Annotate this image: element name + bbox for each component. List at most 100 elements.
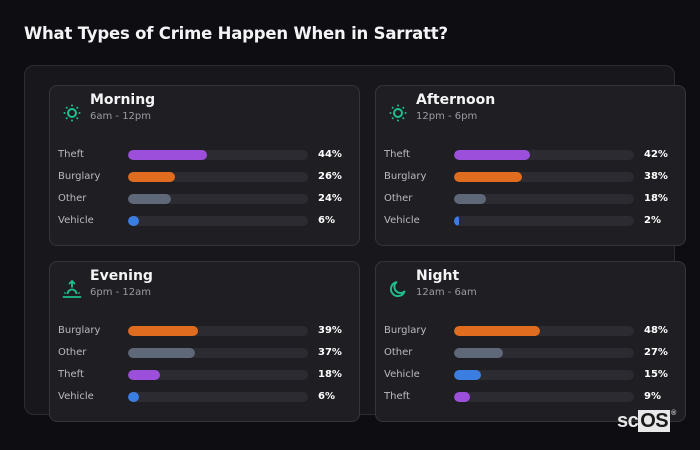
bar-fill (454, 194, 487, 204)
bar-row: Theft 44% (58, 148, 358, 162)
bar-value: 6% (318, 215, 335, 226)
bar-label: Burglary (58, 325, 101, 336)
bar-label: Other (58, 193, 87, 204)
bar-track (128, 150, 308, 160)
bar-value: 18% (644, 193, 668, 204)
sun-icon (63, 104, 81, 122)
bar-track (128, 326, 308, 336)
bar-fill (454, 172, 523, 182)
sun-icon (389, 104, 407, 122)
bar-row: Other 24% (58, 192, 358, 206)
bar-label: Vehicle (58, 215, 94, 226)
bar-track (128, 172, 308, 182)
bar-row: Other 27% (384, 346, 684, 360)
bar-label: Theft (58, 149, 84, 160)
bar-label: Other (384, 347, 413, 358)
bar-track (454, 150, 634, 160)
bar-fill (128, 150, 208, 160)
bar-track (454, 172, 634, 182)
bar-row: Other 37% (58, 346, 358, 360)
bar-label: Vehicle (58, 391, 94, 402)
bar-row: Theft 18% (58, 368, 358, 382)
bar-value: 15% (644, 369, 668, 380)
card-title: Afternoon (416, 92, 496, 108)
bar-track (454, 370, 634, 380)
bar-track (128, 348, 308, 358)
bar-row: Burglary 26% (58, 170, 358, 184)
bar-value: 38% (644, 171, 668, 182)
bar-track (128, 392, 308, 402)
bar-fill (454, 348, 503, 358)
bar-track (128, 194, 308, 204)
bar-track (454, 326, 634, 336)
card-title: Night (416, 268, 460, 284)
bar-fill (128, 194, 172, 204)
bar-track (454, 216, 634, 226)
bar-track (128, 216, 308, 226)
bar-fill (128, 326, 199, 336)
bar-fill (128, 392, 139, 402)
bar-fill (128, 348, 195, 358)
logo-sc: sc (617, 410, 639, 432)
card-time-range: 6pm - 12am (90, 287, 152, 298)
bar-row: Vehicle 15% (384, 368, 684, 382)
bar-value: 9% (644, 391, 661, 402)
bar-row: Vehicle 6% (58, 214, 358, 228)
bar-label: Vehicle (384, 369, 420, 380)
bar-row: Vehicle 6% (58, 390, 358, 404)
bar-value: 24% (318, 193, 342, 204)
bar-track (454, 348, 634, 358)
bar-value: 37% (318, 347, 342, 358)
card-title: Morning (90, 92, 156, 108)
bar-row: Burglary 38% (384, 170, 684, 184)
bar-track (454, 392, 634, 402)
bar-value: 2% (644, 215, 661, 226)
scos-logo: sc OS ® (617, 410, 676, 433)
moon-icon (390, 281, 406, 297)
bar-row: Theft 42% (384, 148, 684, 162)
card-night: Night 12am - 6am Burglary 48% Other 27% … (375, 261, 686, 422)
card-morning: Morning 6am - 12pm Theft 44% Burglary 26… (49, 85, 360, 246)
card-afternoon: Afternoon 12pm - 6pm Theft 42% Burglary … (375, 85, 686, 246)
page-title: What Types of Crime Happen When in Sarra… (24, 24, 448, 43)
bar-row: Burglary 48% (384, 324, 684, 338)
bar-value: 18% (318, 369, 342, 380)
sunset-icon (62, 280, 82, 298)
bar-fill (128, 370, 161, 380)
bar-label: Burglary (58, 171, 101, 182)
bar-fill (454, 150, 530, 160)
bar-label: Vehicle (384, 215, 420, 226)
bar-label: Theft (384, 149, 410, 160)
bar-track (454, 194, 634, 204)
card-time-range: 6am - 12pm (90, 111, 152, 122)
bar-value: 48% (644, 325, 668, 336)
bar-row: Other 18% (384, 192, 684, 206)
bar-value: 6% (318, 391, 335, 402)
bar-fill (454, 326, 541, 336)
bar-label: Other (58, 347, 87, 358)
card-time-range: 12pm - 6pm (416, 111, 478, 122)
bar-label: Other (384, 193, 413, 204)
bar-label: Theft (384, 391, 410, 402)
bar-track (128, 370, 308, 380)
card-title: Evening (90, 268, 153, 284)
bar-value: 27% (644, 347, 668, 358)
bar-value: 39% (318, 325, 342, 336)
card-evening: Evening 6pm - 12am Burglary 39% Other 37… (49, 261, 360, 422)
bar-row: Burglary 39% (58, 324, 358, 338)
bar-row: Theft 9% (384, 390, 684, 404)
bar-fill (454, 370, 481, 380)
bar-value: 26% (318, 171, 342, 182)
bar-label: Burglary (384, 171, 427, 182)
bar-fill (454, 392, 471, 402)
bar-value: 42% (644, 149, 668, 160)
bar-fill (128, 216, 139, 226)
bar-fill (128, 172, 175, 182)
bar-label: Burglary (384, 325, 427, 336)
logo-os: OS (638, 410, 671, 432)
registered-mark: ® (671, 410, 676, 417)
card-time-range: 12am - 6am (416, 287, 477, 298)
bar-value: 44% (318, 149, 342, 160)
bar-label: Theft (58, 369, 84, 380)
bar-row: Vehicle 2% (384, 214, 684, 228)
